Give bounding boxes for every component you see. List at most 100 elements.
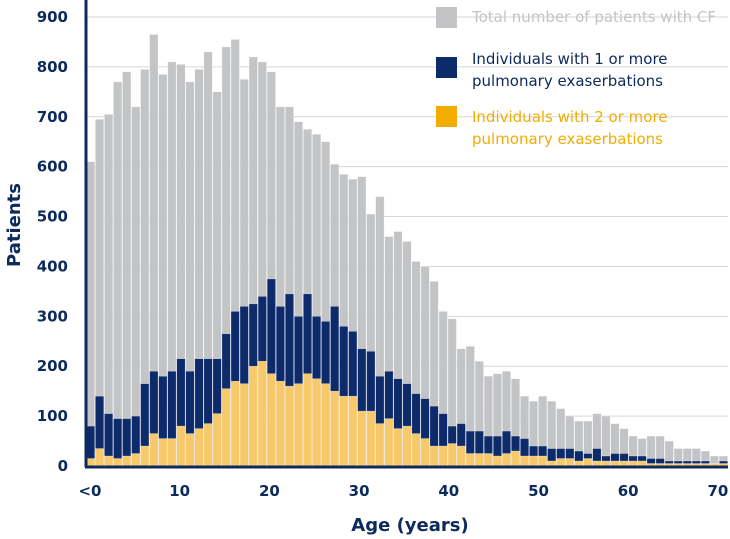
bar <box>438 445 448 467</box>
legend-item: Total number of patients with CF <box>436 7 716 28</box>
y-tick-label: 900 <box>37 8 68 26</box>
y-tick-label: 300 <box>37 307 68 325</box>
bar <box>601 460 611 467</box>
bar <box>348 395 358 467</box>
bar <box>619 460 629 467</box>
bar <box>312 378 322 467</box>
bar <box>330 390 340 467</box>
bar <box>131 106 141 467</box>
bar <box>284 385 294 467</box>
legend-swatch <box>436 106 457 127</box>
bar <box>203 423 213 467</box>
bar <box>520 455 530 467</box>
axes <box>84 0 728 469</box>
bar <box>122 455 132 467</box>
legend-label: Individuals with 2 or more <box>472 108 668 126</box>
x-tick-label: 50 <box>528 482 549 500</box>
bar <box>104 455 114 467</box>
legend: Total number of patients with CF Individu… <box>436 7 716 148</box>
bar <box>592 460 602 467</box>
bar <box>294 383 303 467</box>
bar <box>384 418 394 467</box>
bar <box>194 428 204 467</box>
bar <box>357 410 367 467</box>
bar <box>122 71 132 467</box>
bar <box>538 455 548 467</box>
bar <box>637 460 647 467</box>
y-tick-label: 400 <box>37 257 68 275</box>
bar <box>113 81 123 467</box>
bar <box>212 413 222 467</box>
bar <box>275 380 285 467</box>
bar <box>230 380 240 467</box>
bar <box>176 425 186 467</box>
bar <box>574 460 584 467</box>
bar <box>375 423 385 467</box>
bar <box>140 445 150 467</box>
bar <box>86 161 95 467</box>
bar <box>402 425 412 467</box>
bar <box>556 458 566 467</box>
bar <box>321 383 331 467</box>
bar <box>420 438 430 467</box>
bar <box>95 448 105 467</box>
bar <box>149 433 159 467</box>
y-tick-label: 0 <box>58 457 68 475</box>
legend-swatch <box>436 7 457 28</box>
x-axis-title: Age (years) <box>351 515 468 536</box>
y-tick-label: 800 <box>37 58 68 76</box>
bar <box>104 114 114 467</box>
x-tick-label: <0 <box>78 482 101 500</box>
x-tick-label: 30 <box>349 482 370 500</box>
legend-label: pulmonary exaserbations <box>472 130 663 148</box>
series-1 <box>86 34 728 467</box>
bar <box>511 450 520 467</box>
x-tick-label: 10 <box>169 482 190 500</box>
legend-label: Total number of patients with CF <box>471 8 716 26</box>
legend-label: Individuals with 1 or more <box>472 50 668 68</box>
bar <box>248 365 258 467</box>
bar <box>492 455 502 467</box>
bar <box>86 458 95 467</box>
bar <box>393 428 403 467</box>
x-tick-label: 20 <box>259 482 280 500</box>
x-tick-label: 70 <box>707 482 728 500</box>
x-tick-label: 60 <box>618 482 639 500</box>
bar <box>474 453 484 467</box>
bar <box>185 433 195 467</box>
legend-item: Individuals with 1 or more pulmonary exas… <box>436 50 668 90</box>
legend-label: pulmonary exaserbations <box>472 72 663 90</box>
bar <box>158 438 168 467</box>
y-axis-title: Patients <box>4 183 25 267</box>
bar <box>257 360 267 467</box>
bar <box>429 445 439 467</box>
bar <box>547 460 557 467</box>
bar <box>456 445 466 467</box>
bar <box>529 455 539 467</box>
bar <box>131 453 141 467</box>
bar <box>565 458 575 467</box>
bar <box>239 383 249 467</box>
y-tick-label: 600 <box>37 158 68 176</box>
series-3 <box>86 360 728 467</box>
bar <box>366 410 376 467</box>
x-tick-label: 40 <box>438 482 459 500</box>
bar <box>483 453 493 467</box>
bar <box>628 460 638 467</box>
legend-item: Individuals with 2 or more pulmonary exas… <box>436 106 668 148</box>
bar <box>583 458 593 467</box>
tick-labels: 0 100 200 300 400 500 600 700 800 900 <0 10 20 30 40 50… <box>37 8 729 500</box>
bar <box>501 453 511 467</box>
bar <box>113 458 123 467</box>
legend-swatch <box>436 57 457 78</box>
bar <box>339 395 349 467</box>
bars <box>86 34 728 467</box>
bar <box>610 460 620 467</box>
bar <box>447 443 457 467</box>
y-tick-label: 500 <box>37 208 68 226</box>
bar <box>167 438 177 467</box>
bar <box>465 453 475 467</box>
bar <box>303 373 313 467</box>
bar <box>411 433 421 467</box>
